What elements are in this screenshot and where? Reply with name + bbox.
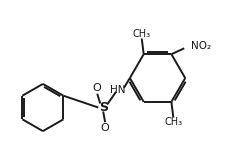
Text: CH₃: CH₃ [133, 29, 151, 39]
Text: O: O [101, 123, 109, 133]
Text: CH₃: CH₃ [164, 117, 182, 128]
Text: NO₂: NO₂ [191, 41, 211, 51]
Text: S: S [99, 101, 108, 114]
Text: O: O [92, 83, 101, 93]
Text: HN: HN [110, 85, 126, 95]
